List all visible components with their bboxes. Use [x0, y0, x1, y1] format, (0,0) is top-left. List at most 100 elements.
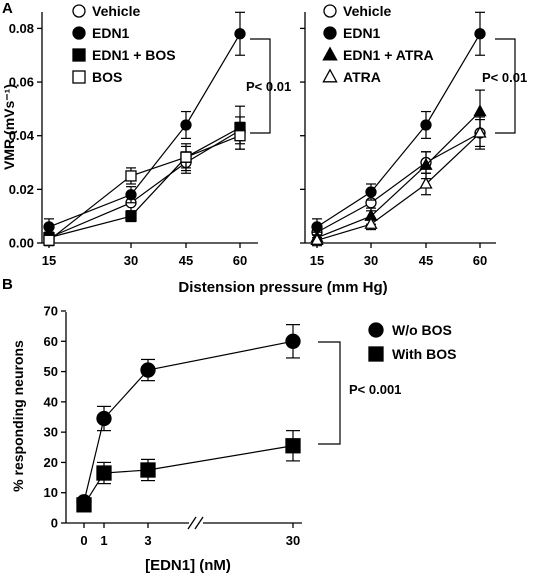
- y-tick-label: 50: [44, 364, 58, 379]
- legend-label: Vehicle: [92, 3, 140, 19]
- panel-b-x-axis-label: [EDN1] (nM): [145, 557, 231, 574]
- series-with-bos: [76, 430, 301, 513]
- y-tick-label: 0.06: [9, 75, 34, 90]
- y-tick-label: 30: [44, 425, 58, 440]
- panel-a-right-p-value: P< 0.01: [482, 70, 527, 85]
- legend-label: EDN1: [92, 25, 130, 41]
- data-point: [285, 438, 301, 454]
- series-line: [316, 111, 481, 239]
- series-line: [83, 445, 294, 506]
- series-edn1: [43, 11, 246, 236]
- legend-label: With BOS: [392, 346, 456, 362]
- data-point: [285, 333, 301, 349]
- series-vehicle: [43, 116, 246, 244]
- legend-label: BOS: [92, 69, 122, 85]
- data-point: [310, 232, 324, 245]
- legend-marker: [323, 4, 337, 18]
- series-line: [48, 129, 241, 239]
- axis-break-mark: [187, 516, 204, 530]
- panel-label-a: A: [2, 0, 13, 17]
- data-point: [140, 462, 156, 478]
- data-point: [419, 157, 433, 170]
- panel-a-left-p-value: P< 0.01: [246, 79, 291, 94]
- y-tick-label: 0.04: [9, 128, 35, 143]
- x-tick-label: 45: [179, 253, 193, 268]
- data-point: [419, 176, 433, 189]
- data-point: [96, 410, 112, 427]
- data-point: [125, 210, 137, 222]
- legend-label: ATRA: [343, 69, 381, 85]
- series-vehicle: [311, 119, 486, 239]
- y-tick-label: 0.02: [9, 182, 34, 197]
- panel-label-b: B: [2, 276, 13, 293]
- data-point: [76, 497, 92, 513]
- panel-a-right-chart: 15 30 45 60 Vehicle EDN1 EDN1 + ATRA ATRA P< 0…: [300, 3, 527, 268]
- legend-label: EDN1: [343, 25, 381, 41]
- x-tick-label: 30: [124, 253, 138, 268]
- x-tick-label: 1: [100, 533, 107, 548]
- y-tick-label: 0.00: [9, 236, 34, 251]
- data-point: [473, 125, 487, 138]
- series-line: [316, 132, 481, 233]
- y-tick-label: 40: [44, 394, 58, 409]
- data-point: [180, 119, 192, 131]
- data-point: [180, 151, 192, 163]
- series-line: [83, 340, 294, 502]
- series-w-o-bos: [76, 324, 301, 510]
- y-tick-label: 0: [51, 516, 58, 531]
- panel-b-y-axis-label: % responding neurons: [10, 340, 26, 492]
- legend-label: EDN1 + BOS: [92, 47, 176, 63]
- series-line: [48, 135, 241, 241]
- legend-marker: [368, 322, 384, 338]
- x-tick-label: 30: [364, 253, 378, 268]
- series-edn1-bos: [43, 105, 246, 244]
- series-edn1-atra: [310, 89, 487, 244]
- data-point: [43, 234, 55, 246]
- data-point: [125, 189, 137, 201]
- series-atra: [310, 116, 487, 247]
- x-tick-label: 30: [286, 533, 300, 548]
- legend-marker: [322, 46, 338, 61]
- data-point: [420, 119, 432, 131]
- panel-b-p-value: P< 0.001: [349, 382, 401, 397]
- legend-marker: [72, 4, 86, 18]
- panel-b-significance-bracket: [318, 341, 341, 445]
- data-point: [473, 104, 487, 117]
- y-tick-label: 10: [44, 485, 58, 500]
- y-tick-label: 60: [44, 334, 58, 349]
- y-tick-label: 70: [44, 304, 58, 319]
- legend-marker: [368, 346, 384, 362]
- legend-label: W/o BOS: [392, 322, 452, 338]
- x-tick-label: 60: [473, 253, 487, 268]
- data-point: [474, 28, 486, 40]
- x-tick-label: 3: [144, 533, 151, 548]
- data-point: [125, 170, 137, 182]
- series-line: [316, 132, 481, 241]
- data-point: [234, 130, 246, 142]
- series-bos: [43, 121, 246, 247]
- y-tick-label: 0.08: [9, 21, 34, 36]
- data-point: [365, 186, 377, 198]
- panel-a-y-axis-label: VMR (mVs⁻¹): [1, 84, 17, 170]
- x-tick-label: 15: [310, 253, 324, 268]
- series-edn1: [311, 11, 486, 236]
- data-point: [43, 221, 55, 233]
- y-tick-label: 20: [44, 455, 58, 470]
- legend-label: Vehicle: [343, 3, 391, 19]
- data-point: [364, 216, 378, 229]
- x-tick-label: 15: [42, 253, 56, 268]
- legend-marker: [72, 70, 86, 84]
- x-tick-label: 45: [419, 253, 433, 268]
- x-tick-label: 0: [80, 533, 87, 548]
- data-point: [96, 465, 112, 481]
- panel-a-left-significance-bracket: [250, 38, 271, 134]
- panel-a-x-axis-label: Distension pressure (mm Hg): [178, 279, 387, 296]
- legend-marker: [322, 68, 338, 83]
- legend-marker: [323, 26, 337, 40]
- legend-marker: [72, 26, 86, 40]
- legend-marker: [72, 48, 86, 62]
- x-tick-label: 60: [233, 253, 247, 268]
- series-line: [316, 33, 481, 228]
- series-line: [48, 127, 241, 239]
- series-line: [48, 33, 241, 228]
